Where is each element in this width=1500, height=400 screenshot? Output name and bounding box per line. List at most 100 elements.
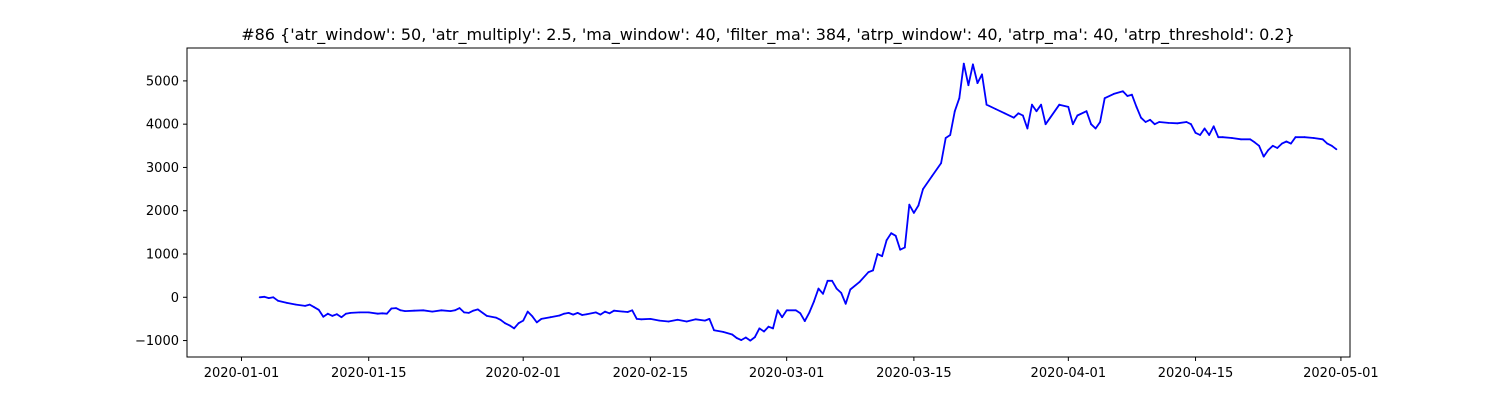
- y-tick-label: 0: [171, 291, 179, 306]
- series-line: [259, 62, 1337, 342]
- data-point: [1072, 123, 1074, 126]
- data-point: [1249, 138, 1251, 141]
- data-point: [599, 313, 602, 316]
- data-point: [585, 313, 588, 316]
- data-point: [981, 73, 983, 76]
- x-tick-label: 2020-01-01: [204, 366, 280, 381]
- data-point: [504, 322, 506, 325]
- data-point: [931, 175, 933, 178]
- data-point: [495, 316, 497, 319]
- data-point: [676, 318, 679, 321]
- data-point: [785, 309, 788, 312]
- data-point: [526, 310, 529, 313]
- data-point: [867, 271, 870, 274]
- data-point: [704, 319, 706, 322]
- data-point: [381, 312, 384, 315]
- series-points: [258, 62, 1338, 342]
- data-point: [685, 320, 688, 323]
- data-point: [508, 324, 511, 327]
- data-point: [572, 313, 575, 316]
- data-point: [640, 318, 643, 321]
- data-point: [1281, 142, 1283, 145]
- data-point: [1035, 110, 1038, 113]
- data-point: [422, 309, 425, 312]
- x-tick-label: 2020-01-15: [331, 366, 407, 381]
- data-point: [608, 312, 611, 315]
- data-point: [913, 212, 915, 214]
- data-point: [404, 310, 406, 312]
- data-point: [1026, 127, 1029, 130]
- data-point: [376, 312, 379, 315]
- data-point: [1153, 123, 1156, 126]
- data-point: [1067, 106, 1070, 108]
- data-point: [667, 320, 670, 323]
- plot-frame: [186, 47, 1351, 358]
- data-point: [1090, 123, 1092, 126]
- data-point: [649, 318, 652, 320]
- data-point: [658, 319, 661, 322]
- data-point: [835, 287, 838, 290]
- data-point: [613, 309, 615, 312]
- data-point: [813, 300, 815, 303]
- data-point: [472, 309, 475, 312]
- data-point: [358, 311, 361, 314]
- data-point: [976, 82, 979, 84]
- data-point: [485, 315, 488, 317]
- data-point: [953, 110, 956, 113]
- data-point: [903, 246, 906, 249]
- data-point: [740, 339, 743, 341]
- data-point: [558, 314, 561, 317]
- data-point: [326, 312, 329, 315]
- data-point: [1003, 112, 1006, 115]
- x-tick-label: 2020-03-01: [749, 366, 825, 381]
- data-point: [304, 305, 306, 307]
- data-point: [1208, 134, 1211, 136]
- data-point: [295, 303, 297, 306]
- data-point: [781, 316, 783, 319]
- data-point: [272, 296, 275, 299]
- data-point: [803, 320, 806, 322]
- data-point: [1031, 103, 1033, 106]
- data-point: [531, 315, 534, 318]
- data-point: [967, 84, 970, 87]
- data-point: [1058, 103, 1061, 106]
- data-point: [922, 188, 924, 191]
- data-point: [958, 97, 961, 100]
- data-point: [808, 311, 811, 314]
- data-point: [1176, 122, 1179, 125]
- data-point: [713, 329, 715, 332]
- data-point: [872, 269, 874, 272]
- x-tick-label: 2020-05-01: [1303, 366, 1379, 381]
- data-point: [631, 309, 634, 312]
- data-point: [1335, 148, 1338, 151]
- data-point: [1330, 144, 1333, 147]
- data-point: [1044, 123, 1047, 126]
- data-point: [694, 318, 697, 321]
- x-tick-label: 2020-03-15: [876, 366, 952, 381]
- data-point: [454, 309, 456, 312]
- data-point: [390, 307, 393, 310]
- data-point: [622, 310, 624, 313]
- data-point: [576, 312, 579, 314]
- data-point: [595, 311, 597, 314]
- data-point: [499, 318, 502, 321]
- data-point: [540, 318, 543, 320]
- data-point: [1262, 155, 1265, 158]
- data-point: [1190, 123, 1192, 126]
- data-point: [395, 307, 397, 309]
- data-point: [1140, 116, 1142, 119]
- data-point: [1185, 121, 1188, 123]
- data-point: [345, 312, 347, 315]
- data-point: [413, 309, 415, 312]
- y-tick-label: 1000: [146, 248, 179, 263]
- data-point: [349, 312, 352, 314]
- data-point: [826, 279, 829, 282]
- data-point: [876, 253, 879, 255]
- data-point: [549, 316, 552, 319]
- data-point: [772, 327, 774, 330]
- data-point: [1321, 138, 1324, 141]
- data-point: [1131, 93, 1133, 96]
- data-point: [1112, 93, 1115, 95]
